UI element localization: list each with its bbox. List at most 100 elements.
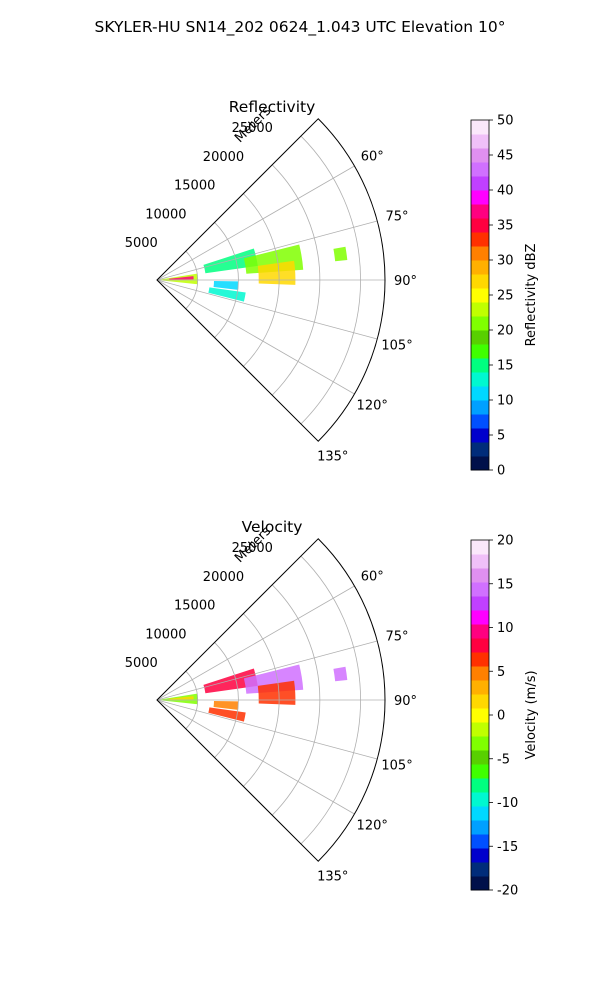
range-tick-label: 25000 (232, 121, 273, 136)
colorbar-tick-label: 30 (497, 254, 514, 269)
angle-tick-label: 90° (394, 274, 417, 289)
colorbar-segment (471, 638, 489, 653)
colorbar-segment (471, 666, 489, 681)
colorbar-tick-label: 45 (497, 149, 514, 164)
echo-region (213, 280, 239, 290)
radial-gridline (156, 585, 355, 701)
colorbar-segment (471, 302, 489, 317)
range-tick-label: 20000 (203, 150, 244, 165)
echo-region (257, 260, 296, 285)
angle-tick-label: 120° (357, 398, 388, 413)
colorbar-segment (471, 120, 489, 135)
colorbar-tick-label: -15 (497, 840, 518, 855)
colorbar-tick-label: 15 (497, 577, 514, 592)
colorbar-segment (471, 694, 489, 709)
angle-tick-label: 90° (394, 694, 417, 709)
angle-tick-label: 60° (361, 150, 384, 165)
colorbar-segment (471, 792, 489, 807)
range-tick-label: 5000 (125, 656, 158, 671)
colorbar-segment (471, 820, 489, 835)
range-tick-label: 25000 (232, 541, 273, 556)
colorbar-segment (471, 414, 489, 429)
radial-gridline (156, 699, 355, 815)
colorbar-tick-label: 10 (497, 394, 514, 409)
colorbar-segment (471, 288, 489, 303)
colorbar-segment (471, 610, 489, 625)
colorbar-segment (471, 834, 489, 849)
colorbar-tick-label: 35 (497, 219, 514, 234)
colorbar-tick-label: 25 (497, 289, 514, 304)
echo-region (333, 246, 348, 262)
angle-tick-label: 105° (381, 338, 412, 353)
figure-suptitle: SKYLER-HU SN14_202 0624_1.043 UTC Elevat… (95, 18, 506, 37)
colorbar: -20 -15 -10 -5 0 5 10 15 20 Velocity (m/s) (470, 534, 539, 899)
colorbar-segment (471, 344, 489, 359)
colorbar-segment (471, 554, 489, 569)
echo-region (203, 248, 258, 274)
angle-tick-label: 120° (357, 818, 388, 833)
colorbar-segment (471, 680, 489, 695)
colorbar-segment (471, 204, 489, 219)
colorbar-segment (471, 232, 489, 247)
colorbar-label: Reflectivity dBZ (524, 244, 539, 347)
radial-gridline (156, 699, 378, 760)
echo-region (257, 680, 296, 705)
echo-region (169, 696, 194, 700)
colorbar-segment (471, 596, 489, 611)
colorbar-tick-label: 20 (497, 324, 514, 339)
colorbar-tick-label: 50 (497, 114, 514, 129)
echo-region (213, 700, 239, 710)
angle-tick-label: 135° (317, 870, 348, 885)
angle-tick-label: 75° (386, 210, 409, 225)
radial-gridline (156, 279, 355, 395)
panels: 60° 75° 90° 105° 120° 135° 5000 10000 15000 20000… (125, 98, 539, 899)
colorbar: 0 5 10 15 20 25 30 35 40 45 50 Reflectivity dBZ (470, 114, 539, 479)
angle-tick-label: 105° (381, 758, 412, 773)
colorbar-segment (471, 218, 489, 233)
colorbar-segment (471, 764, 489, 779)
colorbar-segment (471, 540, 489, 555)
colorbar-segment (471, 134, 489, 149)
colorbar-segment (471, 148, 489, 163)
colorbar-tick-label: 40 (497, 184, 514, 199)
echo-region (333, 666, 348, 682)
radial-gridline (156, 640, 378, 701)
colorbar-segment (471, 442, 489, 457)
colorbar-segment (471, 568, 489, 583)
colorbar-segment (471, 456, 489, 471)
colorbar-segment (471, 400, 489, 415)
colorbar-segment (471, 778, 489, 793)
polar-panel-1: 60° 75° 90° 105° 120° 135° 5000 10000 15000 20000… (125, 98, 539, 479)
colorbar-tick-label: 0 (497, 464, 505, 479)
colorbar-segment (471, 330, 489, 345)
colorbar-tick-label: -20 (497, 884, 518, 899)
range-tick-label: 20000 (203, 570, 244, 585)
colorbar-tick-label: 10 (497, 621, 514, 636)
colorbar-segment (471, 624, 489, 639)
radial-gridline (156, 220, 378, 281)
colorbar-segment (471, 806, 489, 821)
colorbar-segment (471, 190, 489, 205)
colorbar-tick-label: -10 (497, 796, 518, 811)
colorbar-segment (471, 386, 489, 401)
polar-panel-2: 60° 75° 90° 105° 120° 135° 5000 10000 15000 20000… (125, 518, 539, 899)
colorbar-segment (471, 708, 489, 723)
range-tick-label: 15000 (174, 599, 215, 614)
colorbar-tick-label: -5 (497, 752, 510, 767)
echo-region (203, 668, 258, 694)
colorbar-segment (471, 582, 489, 597)
range-tick-label: 10000 (145, 207, 186, 222)
range-tick-label: 15000 (174, 179, 215, 194)
radial-gridline (156, 165, 355, 281)
colorbar-label: Velocity (m/s) (524, 670, 539, 759)
angle-tick-label: 60° (361, 570, 384, 585)
colorbar-segment (471, 428, 489, 443)
colorbar-segment (471, 722, 489, 737)
range-tick-label: 10000 (145, 627, 186, 642)
angle-tick-label: 75° (386, 630, 409, 645)
colorbar-tick-label: 5 (497, 429, 505, 444)
colorbar-segment (471, 736, 489, 751)
sector-frame (156, 118, 386, 442)
colorbar-segment (471, 176, 489, 191)
